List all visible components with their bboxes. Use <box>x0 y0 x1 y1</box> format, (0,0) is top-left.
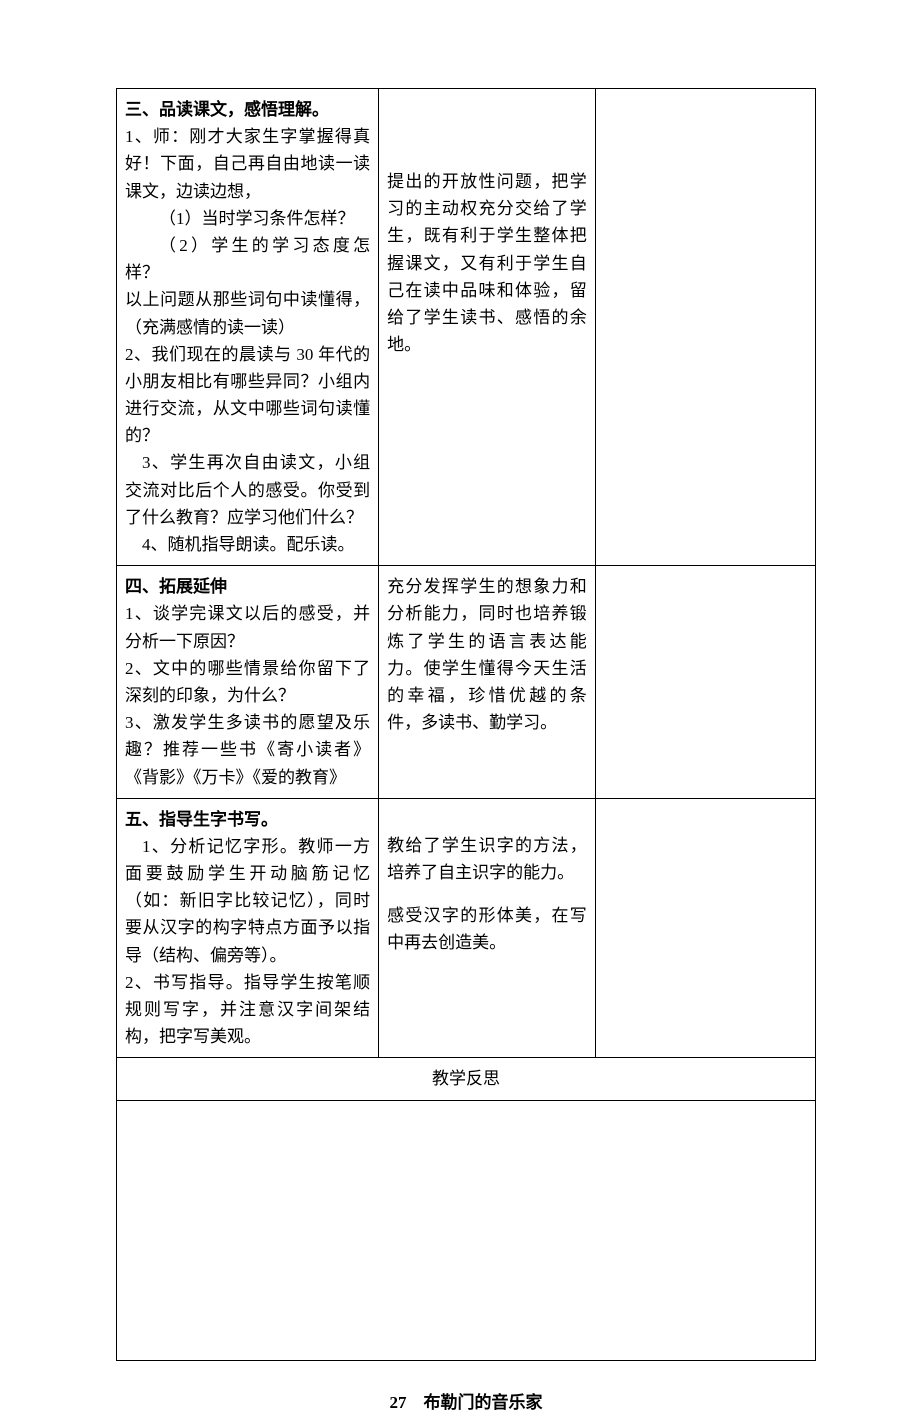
section-3-rationale-text: 提出的开放性问题，把学习的主动权充分交给了学生，既有利于学生整体把握课文，又有利… <box>387 168 587 358</box>
cell-section-4-rationale: 充分发挥学生的想象力和分析能力，同时也培养锻炼了学生的语言表达能力。使学生懂得今… <box>379 566 596 799</box>
section-4-title: 四、拓展延伸 <box>125 573 370 600</box>
section-4-line2: 2、文中的哪些情景给你留下了深刻的印象，为什么？ <box>125 655 370 709</box>
section-3-title: 三、品读课文，感悟理解。 <box>125 96 370 123</box>
section-3-sub2: （2）学生的学习态度怎样？ <box>125 232 370 286</box>
section-4-line3: 3、激发学生多读书的愿望及乐趣？推荐一些书《寄小读者》《背影》《万卡》《爱的教育… <box>125 709 370 791</box>
section-4-rationale-text: 充分发挥学生的想象力和分析能力，同时也培养锻炼了学生的语言表达能力。使学生懂得今… <box>387 573 587 736</box>
cell-section-4: 四、拓展延伸 1、谈学完课文以后的感受，并分析一下原因？ 2、文中的哪些情景给你… <box>117 566 379 799</box>
cell-section-5: 五、指导生字书写。 1、分析记忆字形。教师一方面要鼓励学生开动脑筋记忆（如：新旧… <box>117 798 379 1058</box>
cell-section-4-notes <box>595 566 815 799</box>
reflection-header: 教学反思 <box>117 1058 816 1100</box>
section-3-line3: 2、我们现在的晨读与 30 年代的小朋友相比有哪些异同？小组内进行交流，从文中哪… <box>125 341 370 450</box>
section-5-line1: 1、分析记忆字形。教师一方面要鼓励学生开动脑筋记忆（如：新旧字比较记忆），同时要… <box>125 833 370 969</box>
cell-section-3: 三、品读课文，感悟理解。 1、师：刚才大家生字掌握得真好！下面，自己再自由地读一… <box>117 89 379 566</box>
section-5-rationale-1: 教给了学生识字的方法，培养了自主识字的能力。 <box>387 832 587 886</box>
section-5-rationale-2: 感受汉字的形体美，在写中再去创造美。 <box>387 902 587 956</box>
section-3-line5: 4、随机指导朗读。配乐读。 <box>125 531 370 558</box>
reflection-header-row: 教学反思 <box>117 1058 816 1100</box>
reflection-content-row <box>117 1100 816 1360</box>
cell-section-5-rationale: 教给了学生识字的方法，培养了自主识字的能力。 感受汉字的形体美，在写中再去创造美… <box>379 798 596 1058</box>
table-row: 四、拓展延伸 1、谈学完课文以后的感受，并分析一下原因？ 2、文中的哪些情景给你… <box>117 566 816 799</box>
reflection-content <box>117 1100 816 1360</box>
section-4-line1: 1、谈学完课文以后的感受，并分析一下原因？ <box>125 600 370 654</box>
section-5-title: 五、指导生字书写。 <box>125 806 370 833</box>
section-3-line2: 以上问题从那些词句中读懂得，（充满感情的读一读） <box>125 286 370 340</box>
section-5-line2: 2、书写指导。指导学生按笔顺规则写字，并注意汉字间架结构，把字写美观。 <box>125 969 370 1051</box>
cell-section-3-notes <box>595 89 815 566</box>
section-3-line1: 1、师：刚才大家生字掌握得真好！下面，自己再自由地读一读课文，边读边想， <box>125 123 370 205</box>
cell-section-5-notes <box>595 798 815 1058</box>
lesson-title: 27 布勒门的音乐家 <box>116 1389 816 1416</box>
section-3-line4: 3、学生再次自由读文，小组交流对比后个人的感受。你受到了什么教育？应学习他们什么… <box>125 449 370 531</box>
cell-section-3-rationale: 提出的开放性问题，把学习的主动权充分交给了学生，既有利于学生整体把握课文，又有利… <box>379 89 596 566</box>
table-row: 三、品读课文，感悟理解。 1、师：刚才大家生字掌握得真好！下面，自己再自由地读一… <box>117 89 816 566</box>
lesson-plan-table: 三、品读课文，感悟理解。 1、师：刚才大家生字掌握得真好！下面，自己再自由地读一… <box>116 88 816 1361</box>
section-3-sub1: （1）当时学习条件怎样？ <box>125 205 370 232</box>
table-row: 五、指导生字书写。 1、分析记忆字形。教师一方面要鼓励学生开动脑筋记忆（如：新旧… <box>117 798 816 1058</box>
